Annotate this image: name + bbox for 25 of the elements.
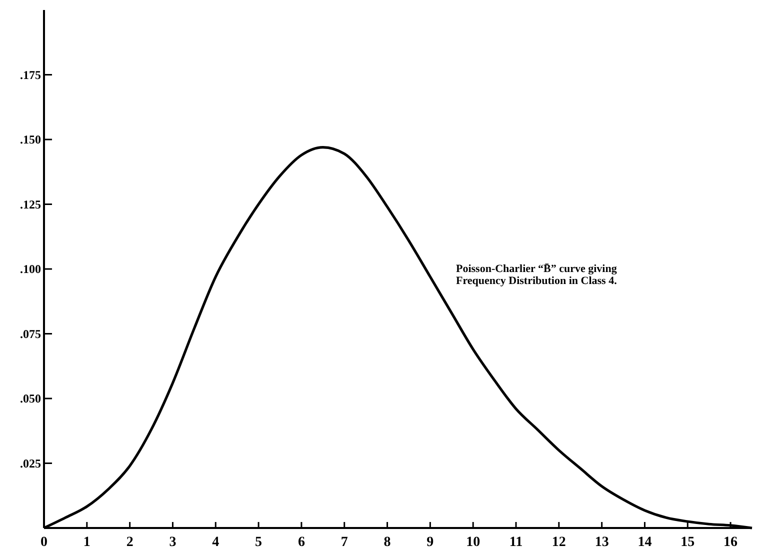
x-tick-label: 1 xyxy=(83,535,90,550)
x-tick-label: 12 xyxy=(552,535,566,550)
x-tick-label: 8 xyxy=(384,535,391,550)
y-tick-label: .050 xyxy=(20,392,41,406)
y-tick-label: .025 xyxy=(20,456,41,470)
x-tick-label: 14 xyxy=(638,535,652,550)
annotation: Poisson-Charlier “B̄” curve giving Frequency Distribution in Class 4. xyxy=(456,263,618,287)
x-tick-label: 3 xyxy=(169,535,176,550)
y-tick-label: .125 xyxy=(20,197,41,212)
y-tick-label: .100 xyxy=(20,262,41,276)
x-tick-label: 9 xyxy=(426,535,434,550)
x-tick-label: 6 xyxy=(298,535,305,550)
x-tick-label: 2 xyxy=(126,535,134,550)
x-tick-label: 16 xyxy=(724,535,738,550)
x-tick-label: 5 xyxy=(255,535,262,550)
x-tick-label: 15 xyxy=(680,535,695,550)
y-tick-label: .175 xyxy=(20,68,41,82)
x-tick-label: 0 xyxy=(40,535,48,550)
x-tick-label: 10 xyxy=(466,535,480,550)
y-tick-label: .150 xyxy=(20,132,41,147)
y-tick-label: .075 xyxy=(20,326,41,341)
x-tick-label: 4 xyxy=(212,535,220,550)
x-tick-label: 7 xyxy=(340,535,348,550)
x-tick-label: 13 xyxy=(594,535,609,550)
x-tick-label: 11 xyxy=(509,535,523,550)
